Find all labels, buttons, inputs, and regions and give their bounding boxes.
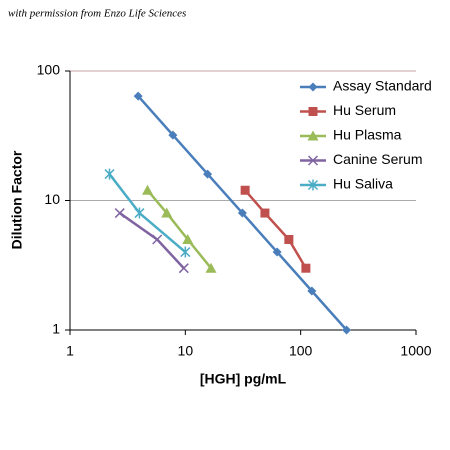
marker: [301, 263, 311, 273]
caption: with permission from Enzo Life Sciences: [8, 8, 186, 20]
marker: [307, 130, 319, 141]
legend-item: Canine Serum: [300, 151, 423, 167]
marker: [342, 325, 352, 335]
marker: [237, 208, 247, 218]
series-line: [146, 189, 212, 269]
marker: [240, 185, 250, 195]
legend-item: Hu Plasma: [300, 127, 402, 143]
marker: [104, 168, 115, 180]
marker: [178, 263, 189, 274]
legend-item: Hu Serum: [300, 102, 396, 118]
y-axis-label: Dilution Factor: [9, 150, 25, 249]
legend-label: Assay Standard: [333, 78, 432, 94]
legend-label: Hu Plasma: [333, 127, 402, 143]
legend-label: Hu Serum: [333, 102, 396, 118]
marker: [260, 208, 270, 218]
marker: [114, 208, 125, 219]
x-tick-label: 1000: [400, 343, 431, 359]
marker: [203, 169, 213, 179]
legend-label: Canine Serum: [333, 151, 423, 167]
marker: [284, 234, 294, 244]
y-tick-label: 10: [44, 191, 60, 207]
legend-item: Assay Standard: [300, 78, 432, 94]
legend-label: Hu Saliva: [333, 176, 393, 192]
marker: [272, 247, 282, 257]
marker: [152, 234, 163, 245]
legend-item: Hu Saliva: [300, 176, 393, 192]
x-tick-label: 100: [289, 343, 313, 359]
marker: [168, 130, 178, 140]
series-line: [244, 189, 307, 269]
marker: [308, 107, 318, 116]
marker: [182, 233, 194, 244]
marker: [307, 286, 317, 296]
marker: [307, 155, 319, 166]
marker: [134, 207, 145, 219]
marker: [161, 207, 173, 218]
y-tick-label: 1: [52, 321, 60, 337]
x-tick-label: 10: [178, 343, 194, 359]
marker: [307, 179, 319, 191]
x-axis-label: [HGH] pg/mL: [200, 371, 287, 387]
marker: [180, 246, 191, 258]
marker: [308, 82, 318, 92]
x-tick-label: 1: [66, 343, 74, 359]
marker: [133, 91, 143, 101]
marker: [205, 262, 217, 273]
y-tick-label: 100: [37, 62, 61, 78]
marker: [142, 184, 154, 195]
